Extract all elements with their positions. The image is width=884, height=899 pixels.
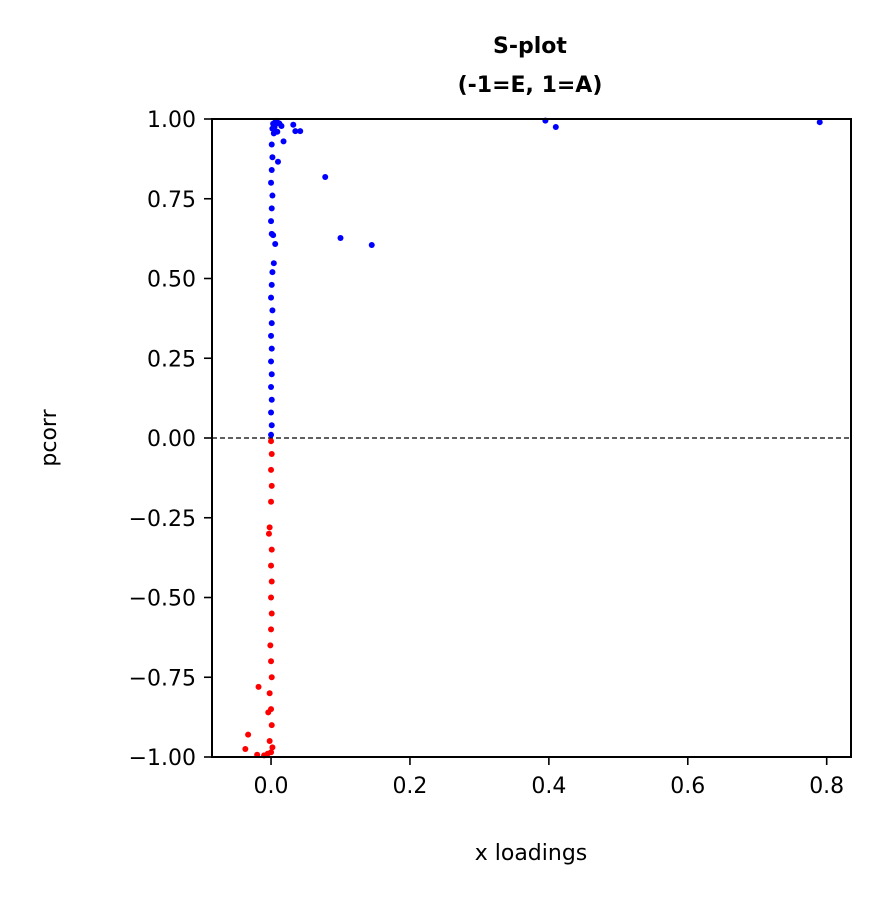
data-point-positive xyxy=(268,218,275,225)
data-point-positive xyxy=(297,128,304,135)
data-point-negative xyxy=(268,546,275,553)
data-point-positive xyxy=(268,167,275,174)
data-point-positive xyxy=(268,294,275,301)
data-point-negative xyxy=(268,722,275,729)
data-point-positive xyxy=(272,241,279,248)
data-point-positive xyxy=(268,358,275,365)
data-point-negative xyxy=(267,642,274,649)
y-tick-label: −0.25 xyxy=(129,507,196,532)
x-tick-label: 0.4 xyxy=(531,774,566,799)
x-tick-label: 0.8 xyxy=(809,774,844,799)
data-point-positive xyxy=(270,232,277,239)
data-point-negative xyxy=(245,731,252,738)
y-axis-ticks: 1.00 0.75 0.50 0.25 0.00 −0.25 −0.50 −0.75 −1.00 xyxy=(129,108,212,771)
x-axis-ticks: 0.0 0.2 0.4 0.6 0.8 xyxy=(254,757,844,799)
data-point-positive xyxy=(269,192,276,199)
y-tick-label: −0.75 xyxy=(129,666,196,691)
data-point-negative xyxy=(268,626,275,633)
x-tick-label: 0.6 xyxy=(670,774,705,799)
data-point-positive xyxy=(268,409,275,416)
data-point-negative xyxy=(268,610,275,617)
data-point-positive xyxy=(270,260,277,267)
data-point-positive xyxy=(268,141,275,148)
data-point-negative xyxy=(242,746,249,753)
data-point-positive xyxy=(268,422,275,429)
data-point-positive xyxy=(268,205,275,212)
y-tick-label: −1.00 xyxy=(129,746,196,771)
data-point-negative xyxy=(268,578,275,585)
data-point-negative xyxy=(268,438,275,445)
data-point-negative xyxy=(268,482,275,489)
data-point-negative xyxy=(265,709,272,716)
plot-frame xyxy=(211,118,852,758)
chart-title: S-plot xyxy=(493,34,567,59)
data-point-positive xyxy=(268,345,275,352)
x-tick-label: 0.0 xyxy=(254,774,289,799)
data-point-positive xyxy=(268,431,275,438)
data-point-positive xyxy=(274,158,281,165)
data-point-negative xyxy=(268,466,275,473)
data-point-positive xyxy=(269,154,276,161)
data-point-positive xyxy=(337,234,344,241)
y-tick-label: 0.50 xyxy=(147,268,196,293)
y-tick-label: 0.00 xyxy=(147,427,196,452)
data-point-positive xyxy=(268,371,275,378)
data-point-negative xyxy=(268,562,275,569)
data-point-positive xyxy=(552,123,559,130)
data-point-negative xyxy=(268,658,275,665)
data-point-negative xyxy=(268,674,275,681)
data-point-positive xyxy=(268,281,275,288)
data-point-negative xyxy=(255,683,262,690)
data-point-positive xyxy=(268,383,275,390)
y-tick-label: 0.25 xyxy=(147,347,196,372)
data-point-positive xyxy=(269,125,276,132)
data-point-negative xyxy=(268,498,275,505)
data-point-positive xyxy=(368,242,375,249)
data-point-negative xyxy=(265,530,272,537)
data-point-positive xyxy=(322,174,329,181)
data-point-positive xyxy=(268,320,275,327)
x-tick-label: 0.2 xyxy=(392,774,427,799)
data-point-negative xyxy=(269,744,276,751)
data-point-positive xyxy=(290,121,297,128)
y-tick-label: 0.75 xyxy=(147,188,196,213)
data-point-negative xyxy=(268,594,275,601)
chart-subtitle: (-1=E, 1=A) xyxy=(458,73,603,98)
data-point-positive xyxy=(280,138,287,145)
data-point-positive xyxy=(269,269,276,276)
data-point-negative xyxy=(268,749,275,756)
data-point-positive xyxy=(270,130,277,137)
data-point-negative xyxy=(266,690,273,697)
data-point-positive xyxy=(268,332,275,339)
data-point-negative xyxy=(268,450,275,457)
data-point-negative xyxy=(266,738,273,745)
data-point-positive xyxy=(269,307,276,314)
x-axis-label: x loadings xyxy=(475,841,588,866)
y-axis-label: pcorr xyxy=(37,408,62,466)
data-point-positive xyxy=(268,396,275,403)
y-tick-label: 1.00 xyxy=(147,108,196,133)
data-point-negative xyxy=(266,524,273,531)
data-point-positive xyxy=(272,120,279,127)
y-tick-label: −0.50 xyxy=(129,587,196,612)
data-point-positive xyxy=(268,179,275,186)
data-point-positive xyxy=(816,119,823,126)
data-point-positive xyxy=(292,128,299,135)
